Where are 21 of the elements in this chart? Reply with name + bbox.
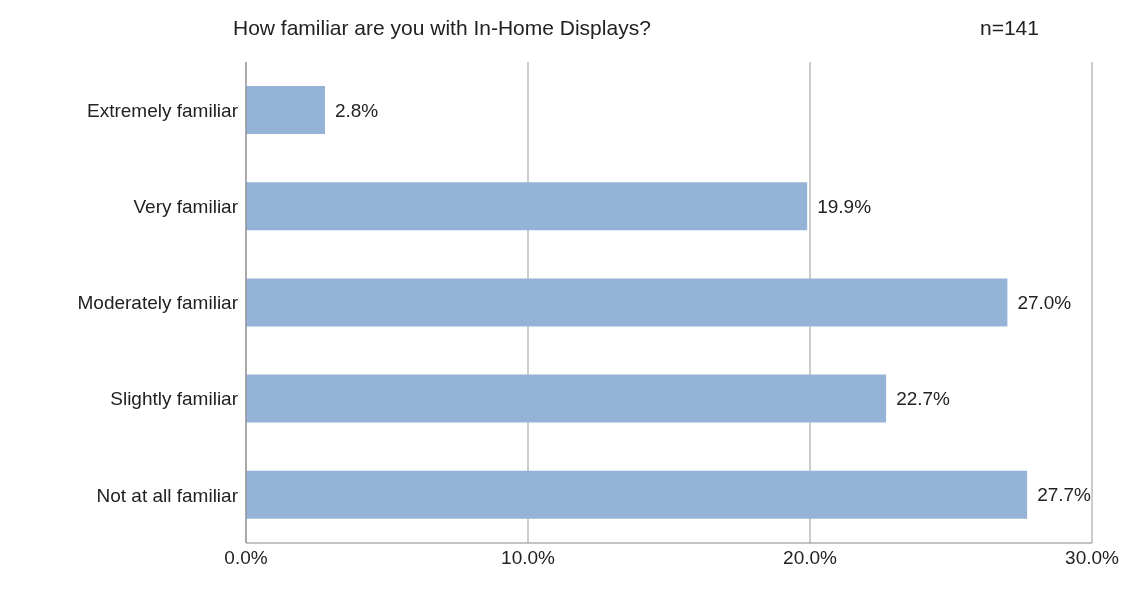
x-tick-label: 0.0%	[224, 547, 268, 569]
chart-title: How familiar are you with In-Home Displays?	[233, 16, 651, 40]
data-label: 22.7%	[896, 388, 951, 410]
x-tick-label: 30.0%	[1065, 547, 1120, 569]
data-label: 2.8%	[334, 99, 379, 121]
x-tick-label: 20.0%	[783, 547, 838, 569]
y-tick-label: Moderately familiar	[77, 292, 239, 314]
data-label: 27.7%	[1037, 484, 1092, 506]
y-tick-label: Very familiar	[133, 196, 239, 218]
data-label: 19.9%	[817, 195, 872, 217]
data-label: 27.0%	[1017, 291, 1072, 313]
y-tick-label: Slightly familiar	[110, 388, 239, 410]
bar	[246, 374, 887, 423]
y-tick-label: Not at all familiar	[96, 484, 239, 506]
text: n=141	[980, 16, 1039, 40]
bar	[246, 470, 1028, 519]
bar	[246, 182, 808, 231]
x-tick-label: 10.0%	[501, 547, 556, 569]
y-tick-label: Extremely familiar	[87, 99, 239, 121]
bar	[246, 278, 1008, 327]
bar	[246, 86, 325, 134]
